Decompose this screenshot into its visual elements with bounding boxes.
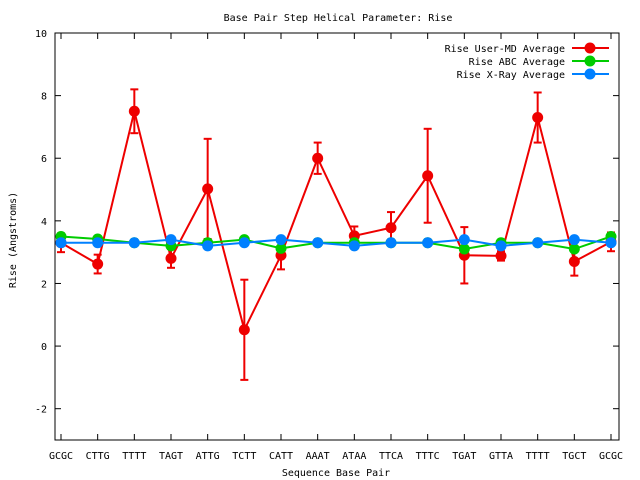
plot-area: -2 0 2 4 6 8 10 GCGC CTTG TTTT TAGT ATTG TCTT CATT AAA… bbox=[35, 29, 623, 462]
data-point bbox=[165, 252, 177, 264]
x-tick-label: ATTG bbox=[196, 451, 220, 462]
x-axis-label: Sequence Base Pair bbox=[282, 468, 390, 479]
data-point bbox=[128, 237, 140, 249]
data-point bbox=[568, 256, 580, 268]
data-point bbox=[128, 105, 140, 117]
data-point bbox=[495, 250, 507, 262]
x-tick-label: GTTA bbox=[489, 451, 513, 462]
series-3 bbox=[55, 234, 617, 252]
data-point bbox=[568, 234, 580, 246]
x-tick-label: TCTT bbox=[232, 451, 256, 462]
x-tick-label: TTTT bbox=[122, 451, 146, 462]
data-point bbox=[495, 240, 507, 252]
data-point bbox=[55, 237, 67, 249]
x-tick-label: AAAT bbox=[306, 451, 330, 462]
x-tick-label: CTTG bbox=[86, 451, 110, 462]
x-tick-label: TTCA bbox=[379, 451, 403, 462]
x-tick-label: ATAA bbox=[342, 451, 366, 462]
data-point bbox=[312, 237, 324, 249]
y-tick-label: 4 bbox=[41, 217, 47, 228]
y-tick-label: 10 bbox=[35, 29, 47, 40]
y-tick-label: 0 bbox=[41, 342, 47, 353]
legend-marker bbox=[584, 42, 596, 54]
data-point bbox=[238, 237, 250, 249]
data-point bbox=[422, 170, 434, 182]
data-point bbox=[532, 237, 544, 249]
data-point bbox=[202, 240, 214, 252]
legend-label: Rise ABC Average bbox=[469, 57, 565, 68]
x-tick-label: CATT bbox=[269, 451, 293, 462]
data-point bbox=[165, 234, 177, 246]
data-point bbox=[92, 237, 104, 249]
x-tick-label: TAGT bbox=[159, 451, 183, 462]
data-point bbox=[458, 234, 470, 246]
x-tick-label: TGAT bbox=[452, 451, 476, 462]
series-line bbox=[60, 111, 612, 333]
data-point bbox=[568, 243, 580, 255]
legend-marker bbox=[584, 68, 596, 80]
y-axis-label: Rise (Angstroms) bbox=[8, 192, 19, 288]
legend-marker bbox=[584, 55, 596, 67]
data-point bbox=[422, 237, 434, 249]
x-tick-label: GCGC bbox=[599, 451, 623, 462]
data-point bbox=[312, 152, 324, 164]
y-tick-label: 2 bbox=[41, 279, 47, 290]
plot-frame bbox=[54, 32, 620, 441]
series-line bbox=[60, 235, 612, 251]
y-tick-label: -2 bbox=[35, 405, 47, 416]
y-tick-label: 8 bbox=[41, 92, 47, 103]
data-point bbox=[202, 183, 214, 195]
y-tick-label: 6 bbox=[41, 154, 47, 165]
data-point bbox=[532, 112, 544, 124]
data-point bbox=[605, 237, 617, 249]
data-point bbox=[275, 242, 287, 254]
x-tick-label: TTTT bbox=[526, 451, 550, 462]
series-line bbox=[61, 238, 612, 247]
data-point bbox=[348, 240, 360, 252]
legend-label: Rise User-MD Average bbox=[445, 44, 565, 55]
x-tick-label: TTTC bbox=[416, 451, 440, 462]
data-point bbox=[385, 237, 397, 249]
data-point bbox=[275, 234, 287, 246]
data-point bbox=[238, 324, 250, 336]
data-point bbox=[458, 243, 470, 255]
series-1 bbox=[55, 88, 617, 381]
x-tick-label: TGCT bbox=[562, 451, 586, 462]
x-tick-label: GCGC bbox=[49, 451, 73, 462]
data-point bbox=[385, 222, 397, 234]
data-point bbox=[92, 258, 104, 270]
legend-label: Rise X-Ray Average bbox=[457, 70, 565, 81]
chart-title: Base Pair Step Helical Parameter: Rise bbox=[224, 13, 453, 24]
legend: Rise User-MD Average Rise ABC Average Rise… bbox=[445, 42, 609, 81]
